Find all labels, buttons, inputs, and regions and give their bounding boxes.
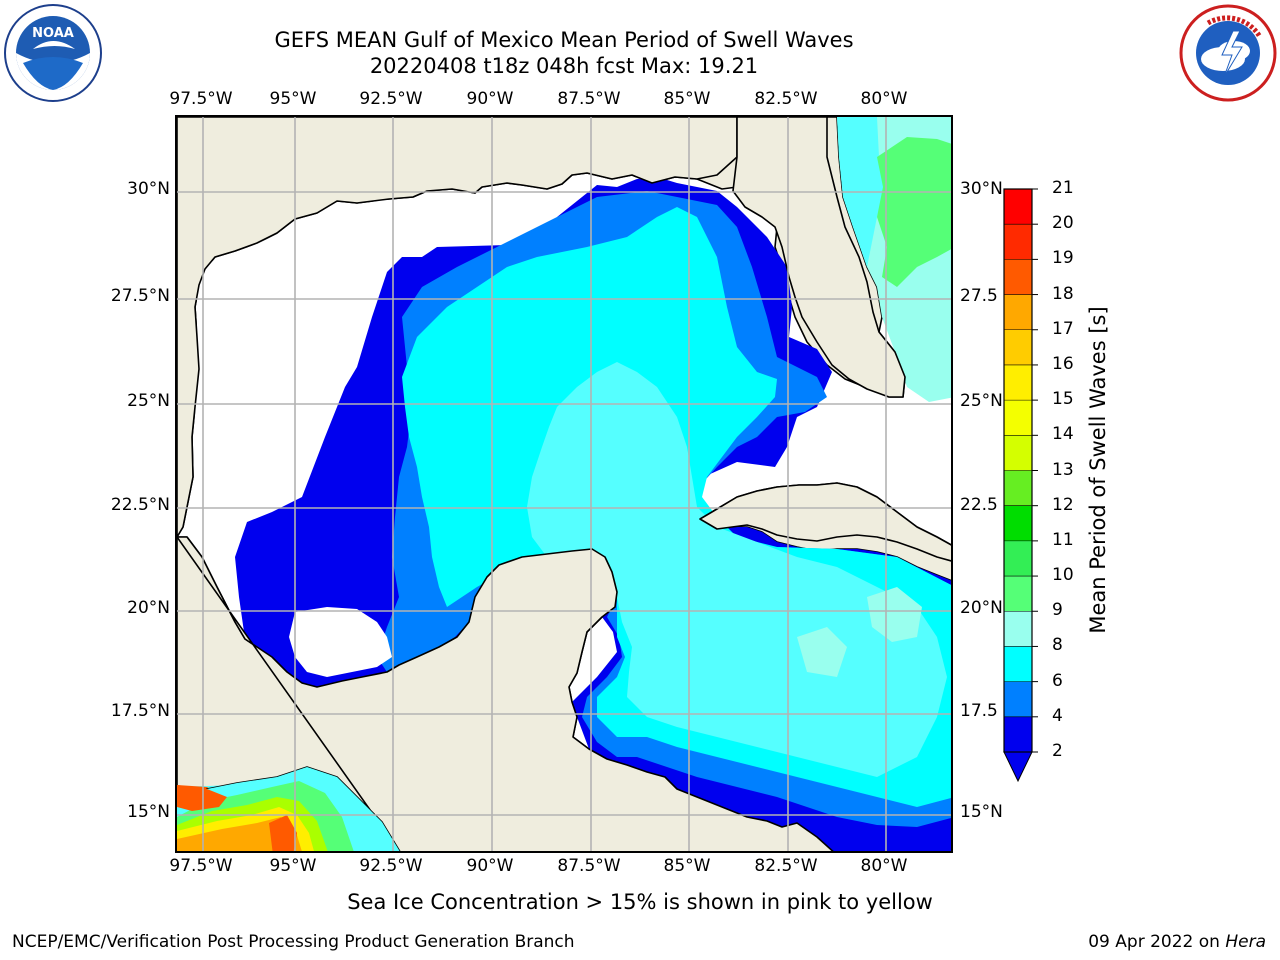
lon-label-top: 95°W (269, 89, 317, 109)
colorbar-band (1004, 470, 1032, 507)
swell-patch-9-10-b (797, 627, 847, 677)
lat-label-left: 27.5°N (110, 286, 170, 306)
colorbar-tick-label: 14 (1052, 424, 1074, 445)
nodata-bay-of-campeche (289, 607, 392, 677)
colorbar-tick-label: 8 (1052, 635, 1063, 656)
colorbar-tick-label: 12 (1052, 494, 1074, 515)
colorbar-tick-label: 18 (1052, 283, 1074, 304)
map-gridlines (177, 117, 951, 851)
colorbar-band (1004, 364, 1032, 401)
colorbar-band (1004, 681, 1032, 718)
noaa-logo-text: NOAA (32, 26, 74, 41)
gulf-of-mexico-map (177, 117, 951, 851)
colorbar-bands (1004, 189, 1032, 753)
lon-label-top: 97.5°W (169, 89, 233, 109)
noaa-logo: NOAA (4, 4, 102, 102)
lon-label-top: 80°W (860, 89, 908, 109)
swell-patch-9-10-a (867, 587, 922, 642)
colorbar-tick-label: 6 (1052, 670, 1063, 691)
colorbar-tick-label: 10 (1052, 565, 1074, 586)
lat-label-right: 22.5 (960, 495, 998, 515)
colorbar-band (1004, 576, 1032, 612)
colorbar-tick-label: 21 (1052, 178, 1074, 198)
lon-label-top: 90°W (466, 89, 514, 109)
lon-label-bottom: 82.5°W (754, 856, 818, 876)
map-panel (175, 115, 953, 853)
swell-atlantic-9-10 (877, 137, 951, 287)
pacific-swell-overlay (177, 767, 400, 851)
lat-label-left: 30°N (127, 179, 170, 199)
lat-label-right: 20°N (960, 598, 1003, 618)
colorbar-tick-label: 17 (1052, 318, 1074, 339)
lon-label-bottom: 80°W (860, 856, 908, 876)
colorbar-tick-label: 9 (1052, 600, 1063, 621)
footer-host: Hera (1225, 932, 1266, 952)
lon-label-bottom: 85°W (663, 856, 711, 876)
lat-label-right: 17.5 (960, 701, 998, 721)
colorbar-tick-label: 11 (1052, 529, 1074, 550)
lat-label-right: 15°N (960, 802, 1003, 822)
nws-logo (1179, 4, 1277, 102)
swell-band-8-9 (527, 362, 947, 777)
footer-branch: NCEP/EMC/Verification Post Processing Pr… (12, 932, 575, 952)
colorbar-ticks (1004, 188, 1038, 753)
footer-date-host: 09 Apr 2022 on Hera (1088, 932, 1266, 952)
nodata-western-gulf (195, 199, 389, 527)
colorbar-title: Mean Period of Swell Waves [s] (1086, 306, 1110, 634)
colorbar (1003, 188, 1038, 783)
colorbar-tick-label: 20 (1052, 213, 1074, 234)
lon-label-bottom: 87.5°W (557, 856, 621, 876)
lat-label-left: 22.5°N (110, 495, 170, 515)
lon-label-bottom: 92.5°W (359, 856, 423, 876)
colorbar-tick-label: 13 (1052, 459, 1074, 480)
colorbar-band (1004, 189, 1032, 225)
colorbar-tick-label: 2 (1052, 741, 1063, 761)
chart-title: GEFS MEAN Gulf of Mexico Mean Period of … (274, 28, 854, 52)
colorbar-tick-label: 19 (1052, 248, 1074, 269)
colorbar-extend-triangle (1003, 751, 1033, 783)
lon-label-top: 87.5°W (557, 89, 621, 109)
colorbar-band (1004, 329, 1032, 366)
colorbar-band (1004, 505, 1032, 542)
colorbar-band (1004, 400, 1032, 436)
lon-label-top: 92.5°W (359, 89, 423, 109)
lat-label-left: 25°N (127, 391, 170, 411)
colorbar-band (1004, 646, 1032, 683)
colorbar-band (1004, 259, 1032, 296)
colorbar-band (1004, 716, 1032, 753)
lat-label-right: 27.5 (960, 286, 998, 306)
colorbar-band (1004, 611, 1032, 648)
colorbar-band (1004, 435, 1032, 472)
colorbar-tick-label: 15 (1052, 389, 1074, 410)
lat-label-left: 15°N (127, 802, 170, 822)
lon-label-top: 85°W (663, 89, 711, 109)
lon-label-bottom: 90°W (466, 856, 514, 876)
chart-subtitle-forecast: 20220408 t18z 048h fcst Max: 19.21 (369, 54, 759, 78)
colorbar-band (1004, 540, 1032, 577)
footer-date: 09 Apr 2022 on (1088, 932, 1226, 952)
lon-label-top: 82.5°W (754, 89, 818, 109)
land-overlay (177, 117, 951, 851)
lat-label-left: 20°N (127, 598, 170, 618)
colorbar-band (1004, 294, 1032, 331)
colorbar-band (1004, 224, 1032, 260)
sea-ice-note: Sea Ice Concentration > 15% is shown in … (347, 890, 933, 914)
colorbar-tick-label: 16 (1052, 353, 1074, 374)
lat-label-right: 25°N (960, 391, 1003, 411)
colorbar-tick-label: 4 (1052, 705, 1063, 726)
lon-label-bottom: 97.5°W (169, 856, 233, 876)
lat-label-right: 30°N (960, 179, 1003, 199)
lon-label-bottom: 95°W (269, 856, 317, 876)
lat-label-left: 17.5°N (110, 701, 170, 721)
